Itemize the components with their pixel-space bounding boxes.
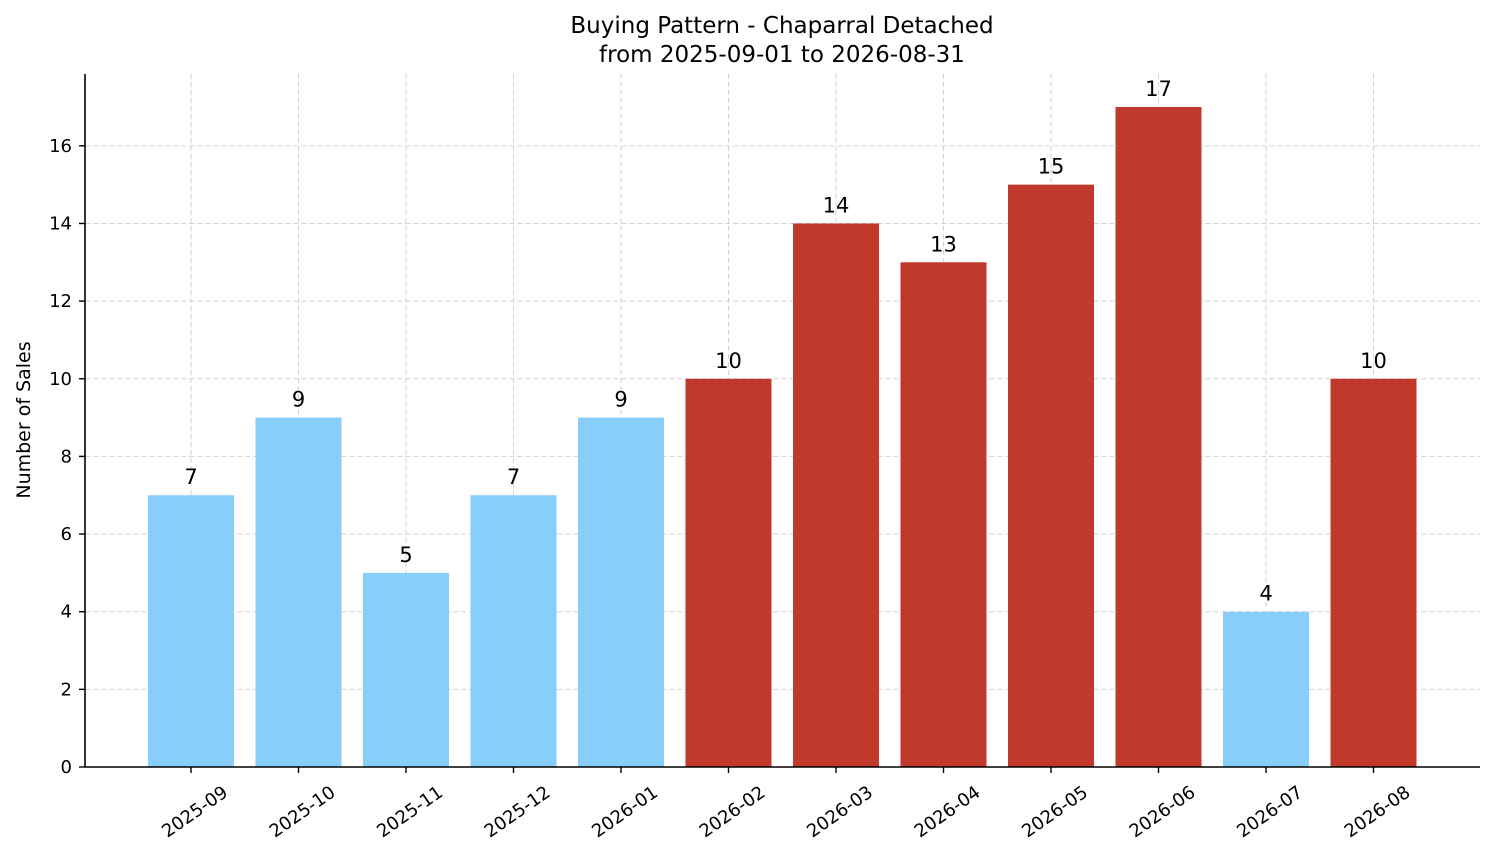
data-label: 7 [507, 465, 520, 489]
bar-2026-08 [1330, 378, 1417, 767]
bar-2025-09 [148, 495, 234, 767]
data-label: 17 [1145, 77, 1172, 101]
data-label: 13 [930, 232, 957, 256]
y-tick-label: 10 [49, 369, 72, 390]
data-label: 5 [399, 543, 412, 567]
bar-2026-03 [793, 223, 879, 767]
bar-2026-01 [578, 417, 664, 767]
chart-title: Buying Pattern - Chaparral Detached [570, 13, 993, 39]
bar-layer [148, 107, 1417, 767]
y-tick-label: 12 [49, 291, 72, 312]
y-tick-label: 2 [61, 679, 72, 700]
x-tick-label: 2026-07 [1233, 782, 1307, 842]
data-label: 10 [1360, 349, 1387, 373]
data-label: 4 [1259, 582, 1272, 606]
x-tick-label: 2026-02 [696, 782, 770, 842]
x-tick-label: 2026-06 [1126, 782, 1200, 842]
x-tick-label: 2026-03 [803, 782, 877, 842]
y-tick-label: 0 [61, 757, 72, 778]
x-tick-label: 2026-01 [588, 782, 662, 842]
data-label: 10 [715, 349, 742, 373]
y-tick-label: 8 [61, 446, 72, 467]
bar-2026-02 [685, 378, 772, 767]
bar-2025-11 [363, 572, 449, 767]
x-tick-label: 2026-08 [1341, 782, 1415, 842]
data-label: 14 [823, 193, 850, 217]
data-label: 15 [1038, 155, 1065, 179]
data-label: 9 [292, 388, 305, 412]
bar-2025-12 [470, 495, 557, 767]
x-tick-label: 2026-04 [911, 782, 985, 842]
chart-subtitle: from 2025-09-01 to 2026-08-31 [599, 42, 965, 68]
y-tick-label: 16 [49, 136, 72, 157]
bar-2026-07 [1223, 611, 1309, 767]
x-tick-label: 2025-12 [481, 782, 555, 842]
bar-2025-10 [255, 417, 342, 767]
y-tick-label: 6 [61, 524, 72, 545]
bar-2026-04 [900, 262, 987, 767]
axis-layer [79, 74, 1480, 773]
x-tick-label: 2026-05 [1018, 782, 1092, 842]
x-tick-label: 2025-09 [158, 782, 232, 842]
bar-2026-06 [1115, 107, 1202, 767]
y-tick-label: 4 [61, 602, 72, 623]
bar-2026-05 [1008, 184, 1094, 767]
x-tick-label: 2025-10 [266, 782, 340, 842]
y-tick-label: 14 [49, 213, 72, 234]
y-axis-label: Number of Sales [13, 341, 35, 498]
x-tick-label: 2025-11 [373, 782, 447, 842]
data-label: 7 [184, 465, 197, 489]
data-label: 9 [614, 388, 627, 412]
